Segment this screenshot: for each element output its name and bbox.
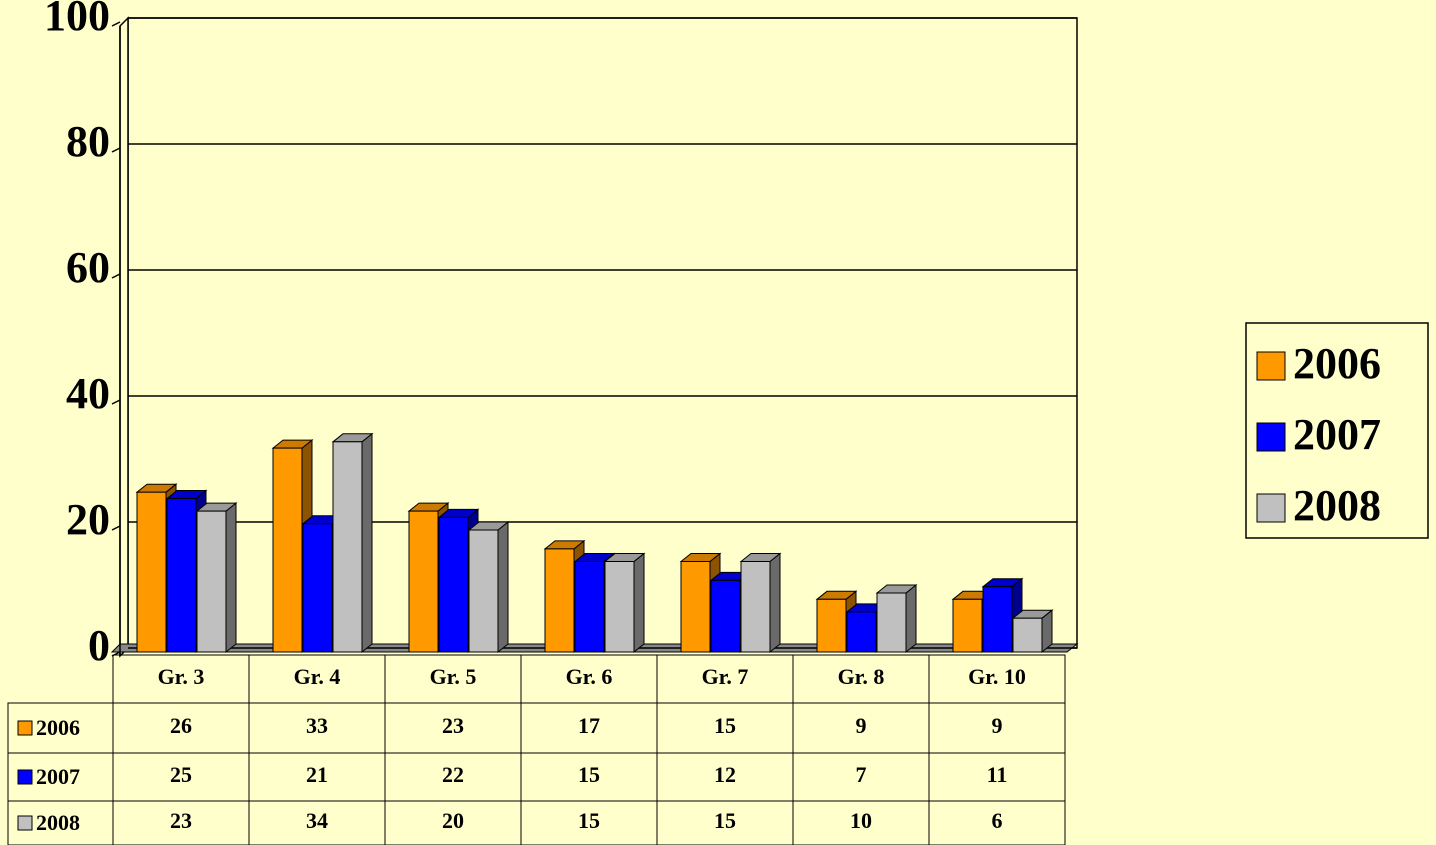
table-row	[7, 800, 1066, 845]
table-value: 15	[714, 808, 736, 833]
y-tick-label: 100	[44, 0, 110, 40]
bar-side	[225, 502, 237, 654]
bar	[468, 529, 499, 653]
y-tick-label: 60	[66, 243, 110, 292]
x-tick-label: Gr. 5	[430, 664, 477, 689]
bar-side	[633, 552, 645, 654]
table-value: 10	[850, 808, 872, 833]
bar	[574, 561, 605, 653]
x-tick-label: Gr. 4	[294, 664, 341, 689]
table-series-name: 2006	[36, 715, 80, 740]
y-tick-label: 0	[88, 621, 110, 670]
legend-label: 2008	[1293, 481, 1381, 530]
table-value: 6	[992, 808, 1003, 833]
x-tick-label: Gr. 8	[838, 664, 885, 689]
table-value: 12	[714, 762, 736, 787]
legend-key	[1256, 351, 1286, 381]
table-value: 15	[578, 762, 600, 787]
bar	[272, 447, 303, 653]
legend-key	[1256, 493, 1286, 523]
table-row	[7, 702, 1066, 754]
bar	[680, 561, 711, 653]
table-value: 7	[856, 762, 867, 787]
y-tick	[111, 273, 121, 279]
table-value: 11	[987, 762, 1008, 787]
table-value: 25	[170, 762, 192, 787]
y-tick	[111, 147, 121, 153]
y-tick	[111, 525, 121, 531]
table-value: 20	[442, 808, 464, 833]
table-legend-key	[17, 815, 33, 831]
table-value: 33	[306, 713, 328, 738]
bar	[332, 441, 363, 653]
bar-side	[905, 583, 917, 654]
legend-key	[1256, 422, 1286, 452]
table-value: 15	[714, 713, 736, 738]
table-value: 23	[442, 713, 464, 738]
bar	[982, 586, 1013, 653]
table-series-name: 2007	[36, 764, 80, 789]
x-tick-label: Gr. 7	[702, 664, 749, 689]
table-value: 26	[170, 713, 192, 738]
table-legend-key	[17, 769, 33, 785]
table-legend-key	[17, 720, 33, 736]
y-tick	[111, 21, 121, 27]
table-value: 22	[442, 762, 464, 787]
table-value: 9	[856, 713, 867, 738]
table-value: 9	[992, 713, 1003, 738]
bar	[408, 510, 439, 653]
bar	[846, 611, 877, 653]
bar	[740, 561, 771, 653]
table-value: 15	[578, 808, 600, 833]
bar	[952, 598, 983, 653]
bar	[816, 598, 847, 653]
bar	[166, 498, 197, 653]
table-value: 21	[306, 762, 328, 787]
table-series-name: 2008	[36, 810, 80, 835]
bar	[438, 516, 469, 653]
bar	[136, 491, 167, 653]
y-tick-label: 80	[66, 117, 110, 166]
bar	[302, 523, 333, 653]
bar-side	[497, 520, 509, 654]
bar	[1012, 617, 1043, 653]
y-tick-label: 20	[66, 495, 110, 544]
bar	[876, 592, 907, 653]
side-wall	[119, 16, 129, 658]
table-value: 17	[578, 713, 600, 738]
x-tick-label: Gr. 6	[566, 664, 613, 689]
bar	[544, 548, 575, 653]
table-value: 23	[170, 808, 192, 833]
legend-label: 2007	[1293, 410, 1381, 459]
bar	[710, 579, 741, 653]
bar	[196, 510, 227, 653]
bar-side	[361, 432, 373, 654]
x-tick-label: Gr. 10	[968, 664, 1026, 689]
table-value: 34	[306, 808, 328, 833]
legend-label: 2006	[1293, 339, 1381, 388]
bar	[604, 561, 635, 653]
y-tick	[111, 399, 121, 405]
table-row	[7, 752, 1066, 802]
y-tick-label: 40	[66, 369, 110, 418]
bar-side	[769, 552, 781, 654]
x-tick-label: Gr. 3	[158, 664, 205, 689]
